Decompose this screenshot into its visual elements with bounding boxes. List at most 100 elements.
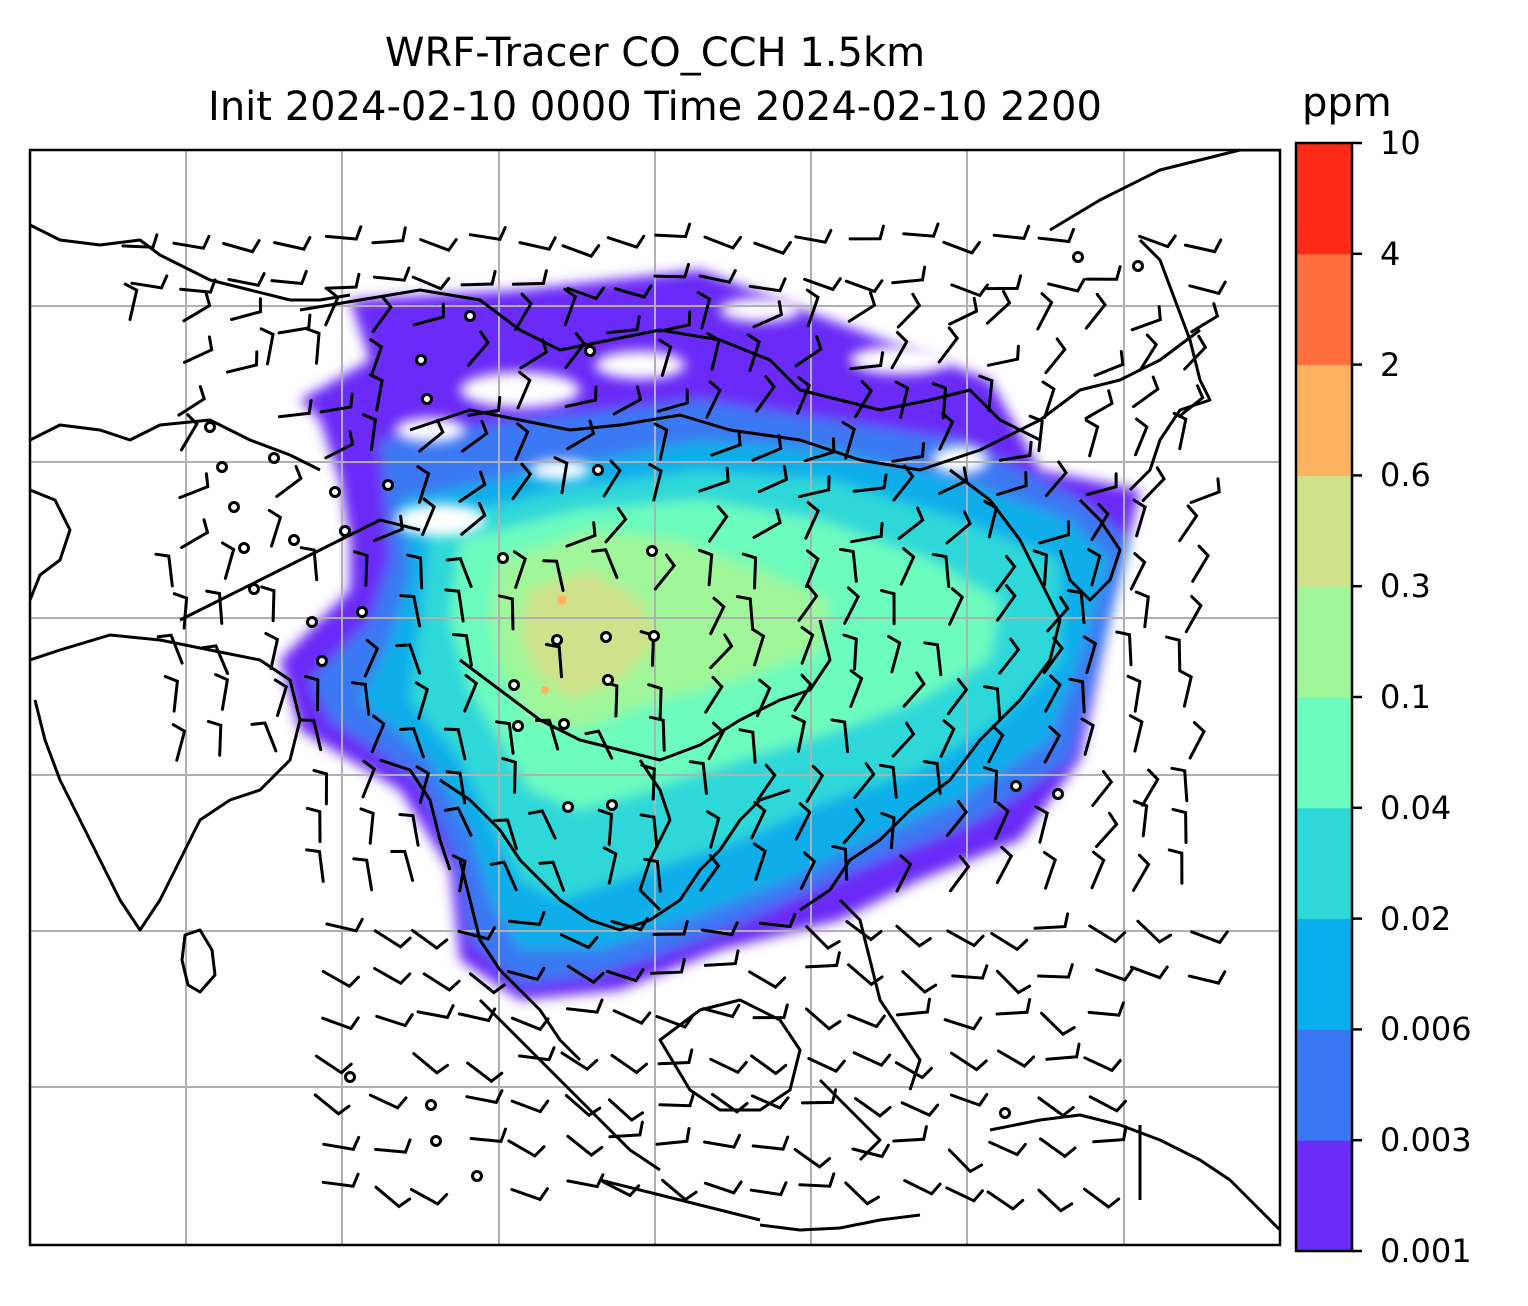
colorbar-tick-label: 4 bbox=[1380, 234, 1401, 273]
wind-barb bbox=[751, 1135, 790, 1151]
wind-barb bbox=[544, 643, 563, 679]
wind-barb bbox=[607, 1098, 645, 1122]
wind-barb bbox=[946, 678, 969, 716]
wind-barb bbox=[939, 719, 956, 758]
wind-barb bbox=[649, 715, 666, 752]
wind-barb bbox=[410, 928, 449, 950]
wind-barb bbox=[154, 552, 174, 588]
wind-barb bbox=[658, 1091, 696, 1108]
wind-barb bbox=[501, 757, 517, 794]
wind-barb bbox=[566, 1134, 604, 1157]
calm-wind-marker bbox=[1052, 788, 1064, 800]
wind-barb bbox=[324, 430, 355, 460]
wind-barb bbox=[508, 910, 546, 927]
wind-barb bbox=[406, 553, 424, 590]
wind-barb bbox=[123, 282, 139, 321]
wind-barb bbox=[805, 288, 820, 328]
wind-barb bbox=[756, 763, 777, 802]
wind-barb bbox=[602, 459, 622, 498]
calm-wind-marker bbox=[228, 501, 240, 513]
colorbar-tick-label: 0.04 bbox=[1380, 788, 1452, 827]
wind-barb bbox=[711, 1092, 749, 1114]
coastline-sumatra bbox=[478, 998, 661, 1172]
wind-barb bbox=[1130, 305, 1162, 332]
calm-wind-marker bbox=[592, 464, 604, 476]
wind-barb bbox=[230, 297, 263, 321]
wind-barb bbox=[949, 1092, 989, 1107]
calm-wind-marker bbox=[344, 1071, 356, 1083]
calm-wind-marker bbox=[382, 479, 394, 491]
calm-wind-marker bbox=[497, 552, 509, 564]
wind-barb bbox=[510, 1016, 550, 1032]
calm-wind-marker bbox=[999, 1107, 1011, 1119]
wind-barb bbox=[610, 917, 649, 932]
wind-barb bbox=[1172, 411, 1188, 451]
wind-barb bbox=[222, 239, 261, 254]
wind-barb bbox=[1085, 472, 1118, 496]
coastline-japan bbox=[1128, 238, 1212, 492]
wind-barb bbox=[1043, 725, 1062, 764]
wind-barb bbox=[699, 854, 721, 892]
wind-barb bbox=[1136, 919, 1173, 944]
coastlines bbox=[30, 150, 1280, 1232]
wind-barb bbox=[796, 376, 812, 415]
calm-wind-marker bbox=[339, 525, 351, 537]
wind-barb bbox=[461, 419, 489, 453]
wind-barb bbox=[791, 714, 807, 753]
wind-barb bbox=[997, 1049, 1036, 1068]
wind-barb bbox=[653, 422, 669, 461]
wind-barb bbox=[1042, 851, 1057, 890]
wind-barb bbox=[409, 1188, 449, 1206]
wind-barb bbox=[900, 1101, 940, 1117]
wind-barb bbox=[1183, 334, 1208, 371]
wind-barb bbox=[273, 236, 312, 251]
wind-barb bbox=[277, 399, 313, 419]
wind-barb bbox=[1045, 1042, 1081, 1061]
wind-barb bbox=[706, 810, 721, 849]
wind-barb bbox=[560, 1051, 599, 1071]
wind-barb bbox=[1047, 278, 1086, 293]
wind-barb bbox=[851, 1143, 890, 1159]
wind-barb bbox=[1132, 498, 1147, 538]
wind-barb bbox=[299, 718, 323, 752]
wind-barb bbox=[752, 1003, 789, 1020]
wind-barb bbox=[597, 808, 614, 846]
wind-barb bbox=[171, 723, 187, 762]
wind-barb bbox=[805, 951, 841, 969]
wind-barb bbox=[412, 302, 445, 327]
wind-barb bbox=[842, 807, 866, 845]
wind-barb bbox=[324, 272, 361, 290]
wind-barb bbox=[305, 327, 321, 365]
wind-barb bbox=[895, 854, 913, 893]
wind-barb bbox=[1068, 677, 1086, 714]
calm-wind-marker bbox=[216, 461, 228, 473]
wind-barb bbox=[374, 1185, 412, 1209]
wind-barb bbox=[305, 848, 325, 883]
wind-barb bbox=[606, 234, 646, 249]
wind-barb bbox=[844, 1181, 880, 1206]
wind-barb bbox=[752, 842, 767, 882]
wind-barb bbox=[1184, 594, 1203, 634]
wind-barb bbox=[1090, 850, 1106, 890]
coastline-srilanka bbox=[180, 928, 217, 994]
border-pakistan bbox=[30, 488, 72, 601]
wind-barb bbox=[698, 548, 714, 587]
wind-barb bbox=[321, 970, 360, 989]
wind-barb bbox=[352, 857, 374, 892]
calm-wind-marker bbox=[238, 542, 250, 554]
wind-barb bbox=[179, 278, 217, 294]
wind-barb bbox=[507, 1139, 546, 1158]
wind-barb bbox=[995, 998, 1032, 1016]
conc-band-03 bbox=[520, 570, 660, 700]
wind-barb bbox=[1177, 384, 1205, 418]
wind-barb bbox=[275, 464, 303, 498]
calm-wind-marker bbox=[508, 679, 520, 691]
border-myanmar bbox=[379, 758, 452, 871]
colorbar-tick-label: 0.02 bbox=[1380, 899, 1452, 938]
wind-barb bbox=[368, 1093, 408, 1110]
wind-barb bbox=[1188, 721, 1206, 760]
wind-barb bbox=[741, 552, 758, 590]
wind-barb bbox=[460, 501, 487, 536]
wind-barb bbox=[1132, 375, 1160, 409]
wind-barb bbox=[799, 851, 817, 890]
